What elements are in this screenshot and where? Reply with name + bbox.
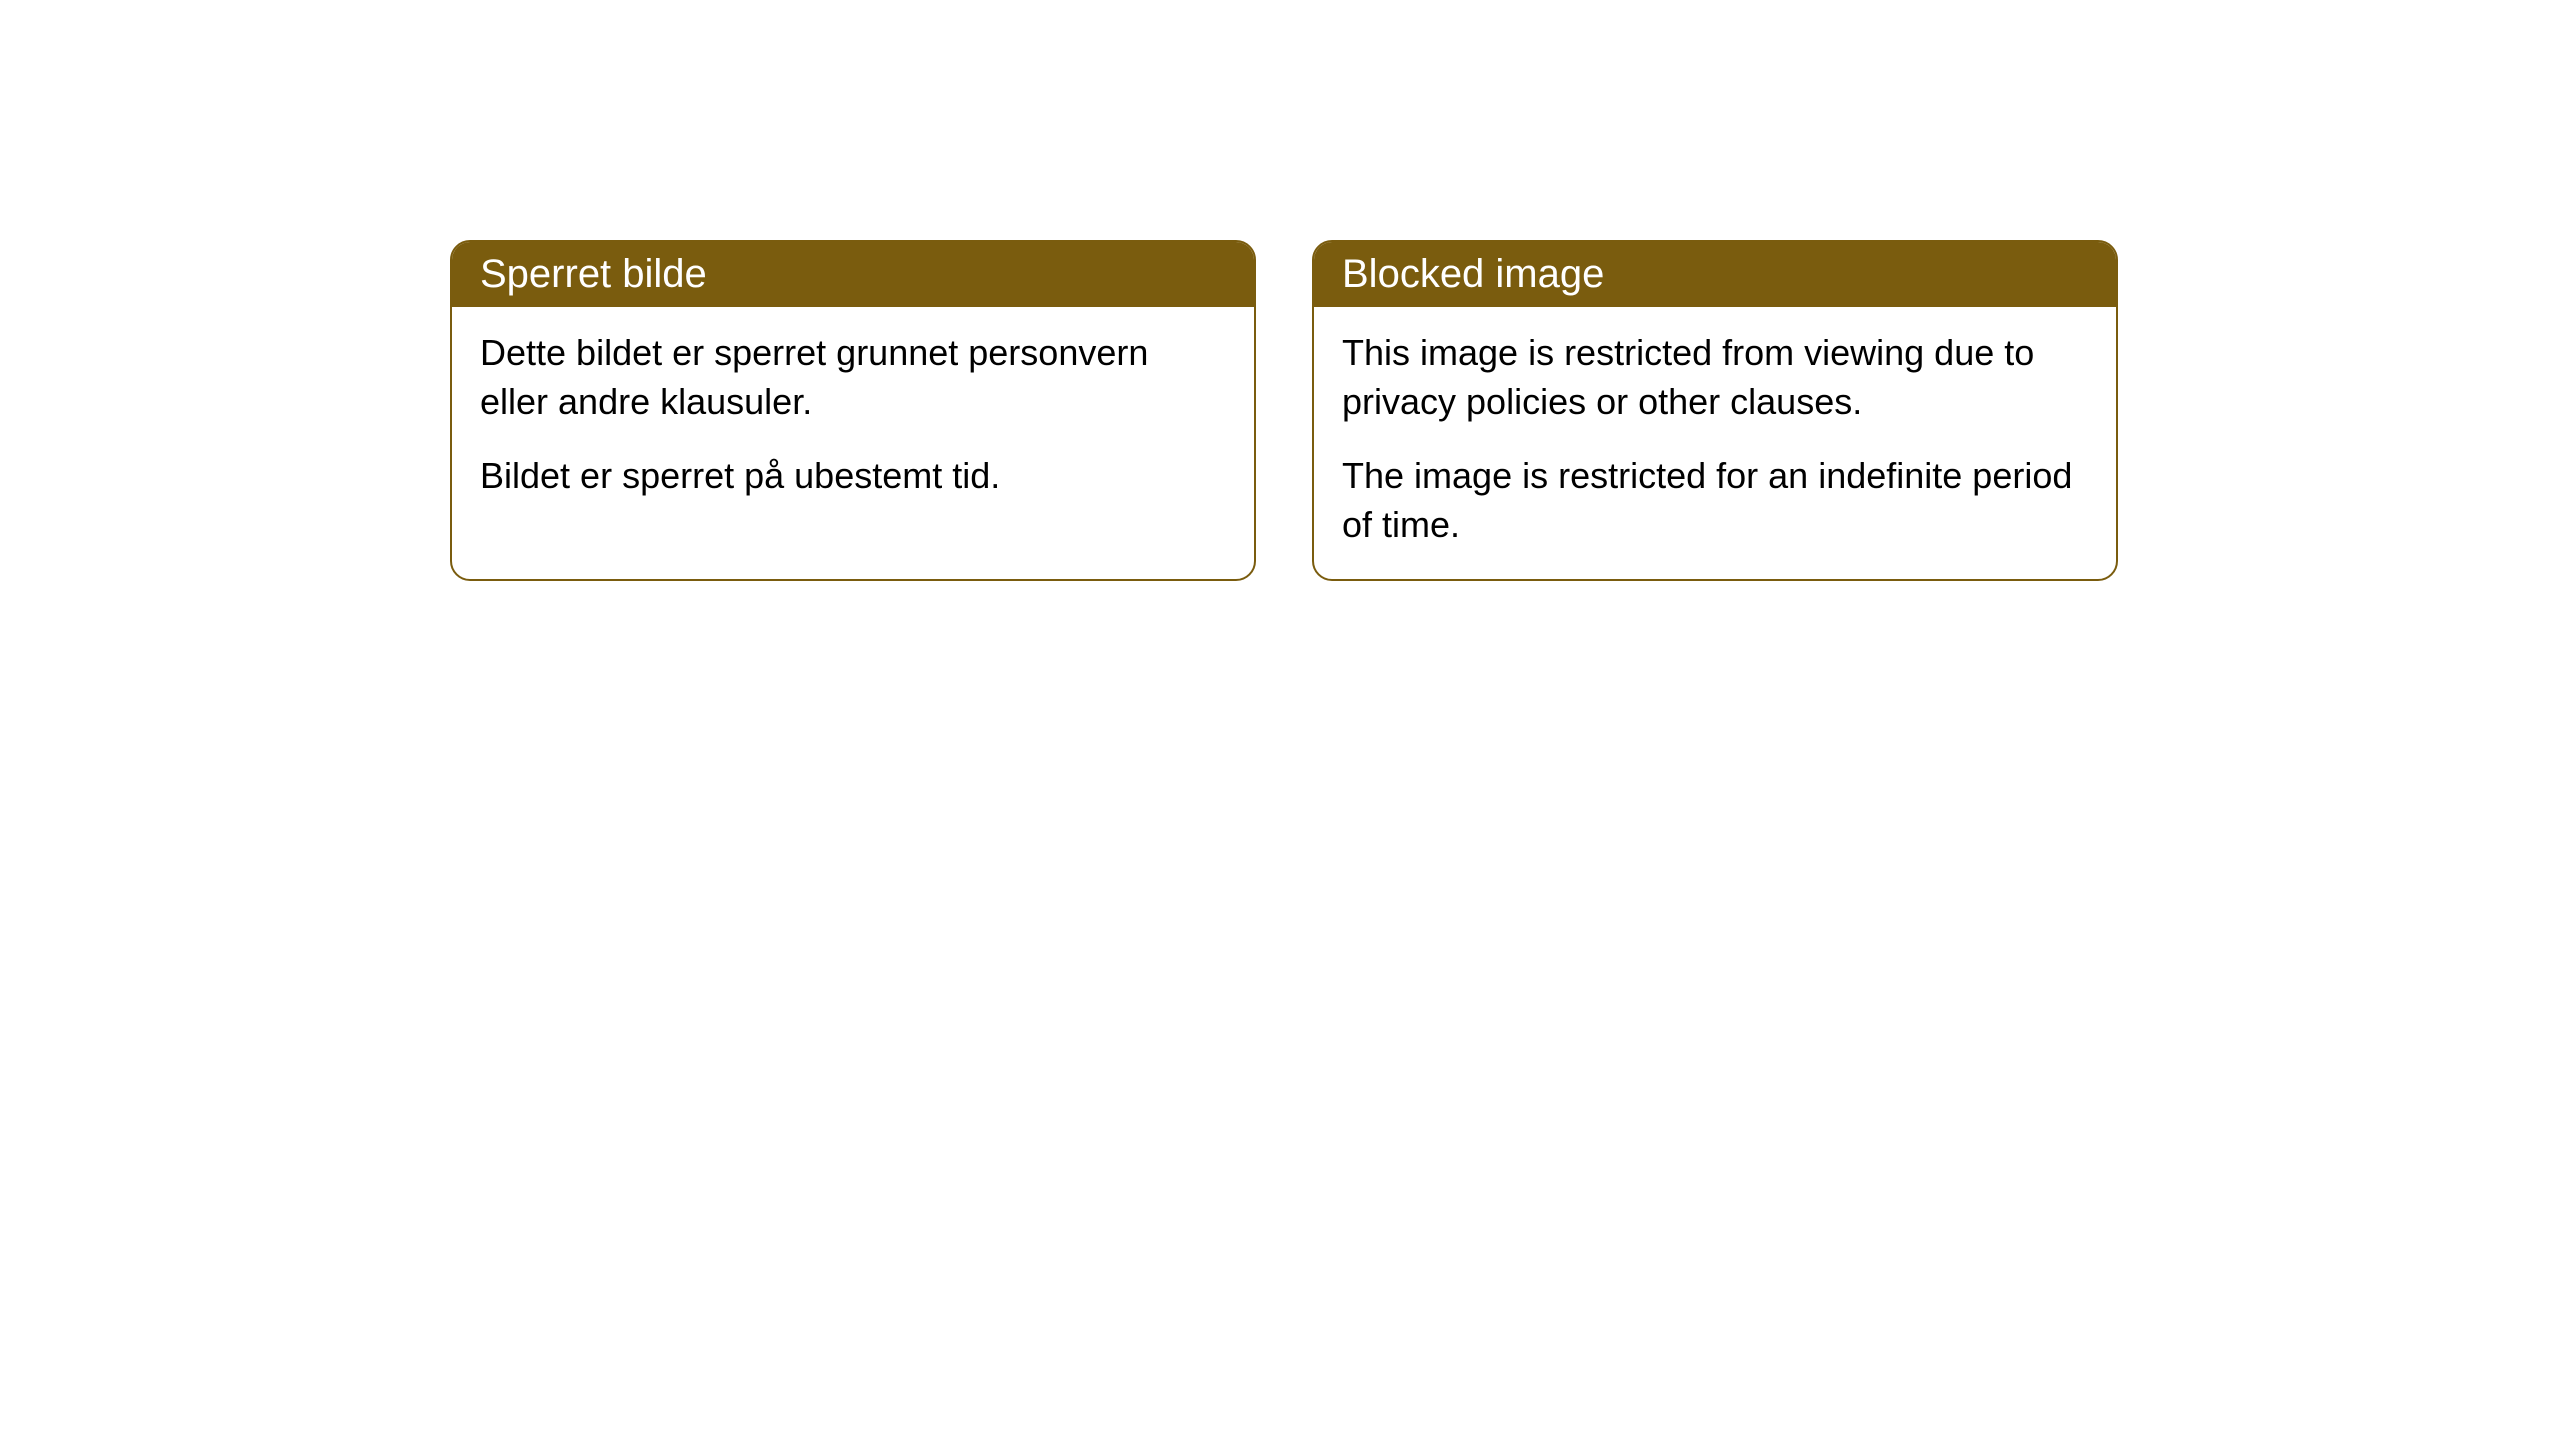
- card-body: Dette bildet er sperret grunnet personve…: [452, 307, 1254, 531]
- card-title: Blocked image: [1342, 252, 1604, 296]
- card-header: Blocked image: [1314, 242, 2116, 307]
- card-paragraph: The image is restricted for an indefinit…: [1342, 452, 2088, 549]
- card-title: Sperret bilde: [480, 252, 707, 296]
- card-paragraph: This image is restricted from viewing du…: [1342, 329, 2088, 426]
- notice-container: Sperret bilde Dette bildet er sperret gr…: [450, 240, 2118, 581]
- blocked-image-card-norwegian: Sperret bilde Dette bildet er sperret gr…: [450, 240, 1256, 581]
- card-paragraph: Bildet er sperret på ubestemt tid.: [480, 452, 1226, 501]
- blocked-image-card-english: Blocked image This image is restricted f…: [1312, 240, 2118, 581]
- card-header: Sperret bilde: [452, 242, 1254, 307]
- card-paragraph: Dette bildet er sperret grunnet personve…: [480, 329, 1226, 426]
- card-body: This image is restricted from viewing du…: [1314, 307, 2116, 579]
